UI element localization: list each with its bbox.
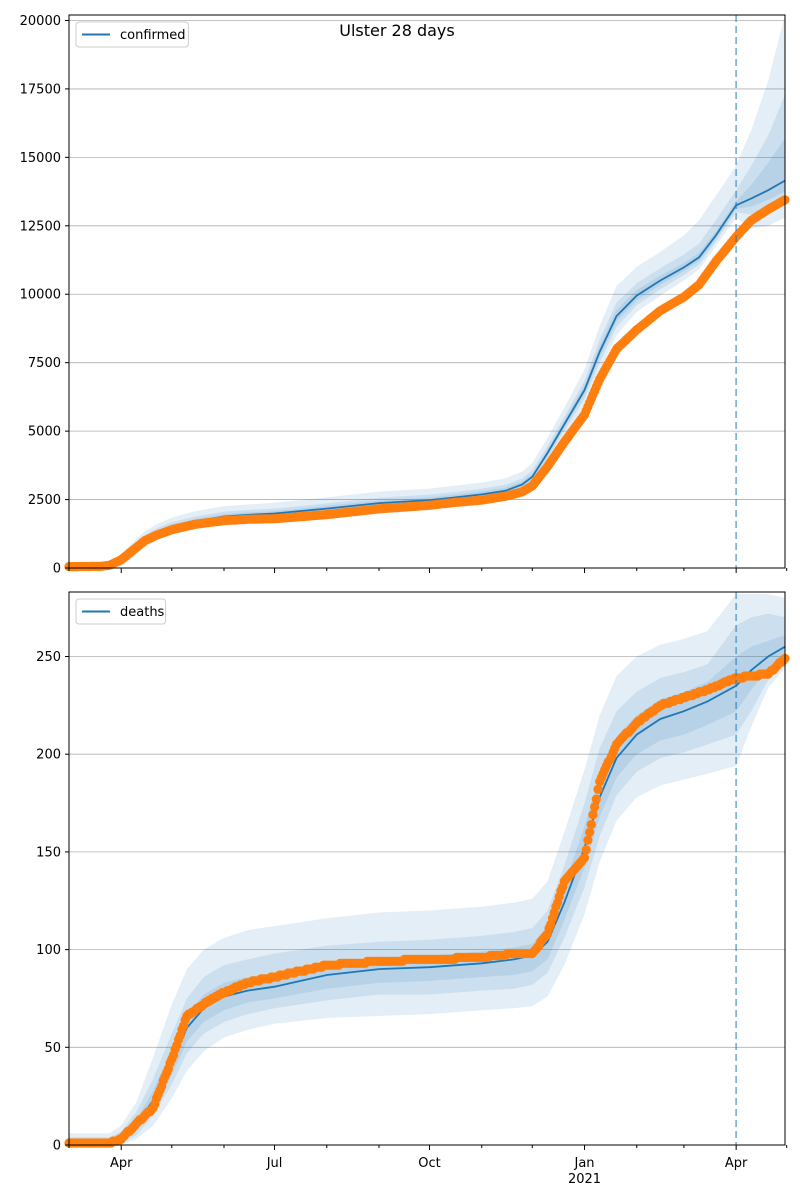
legend-label: confirmed [120, 28, 186, 43]
confirmed-x-ticks [68, 568, 788, 573]
confirmed-panel: 0 2500 5000 7500 10000 12500 15000 17500 20000 c… [20, 14, 790, 577]
deaths-axes-frame [68, 591, 786, 1146]
observed-point [586, 819, 596, 830]
observed-point [591, 794, 601, 804]
y-tick-label: 7500 [28, 356, 61, 371]
observed-point [583, 835, 593, 845]
y-tick-label: 20000 [20, 14, 61, 29]
y-tick-label: 50 [44, 1041, 61, 1056]
y-tick-label: 10000 [20, 288, 61, 303]
y-tick-label: 0 [53, 562, 61, 577]
legend-label: deaths [120, 605, 165, 620]
observed-point [588, 810, 598, 820]
confirmed-observed-points [64, 195, 790, 572]
confirmed-y-ticks: 0 2500 5000 7500 10000 12500 15000 17500 20000 [20, 14, 69, 577]
y-tick-label: 5000 [28, 425, 61, 440]
x-tick-label: Jul [266, 1156, 283, 1171]
x-tick-label: Jan [573, 1156, 594, 1171]
legend-box [75, 598, 167, 625]
uncertainty-band-middle [69, 613, 785, 1145]
deaths-legend: deaths [75, 598, 167, 625]
observed-point [579, 853, 590, 863]
deaths-observed-points [64, 653, 790, 1148]
x-tick-label: Apr [725, 1156, 748, 1171]
figure-title: Ulster 28 days [339, 21, 454, 40]
y-tick-label: 12500 [20, 219, 61, 234]
y-tick-label: 200 [36, 748, 61, 763]
confirmed-axes-frame [68, 14, 786, 569]
y-tick-label: 100 [36, 943, 61, 958]
y-tick-label: 0 [53, 1139, 61, 1154]
observed-point [585, 827, 595, 837]
y-tick-label: 2500 [28, 493, 61, 508]
x-year-label: 2021 [568, 1172, 601, 1187]
observed-point [593, 784, 603, 795]
observed-point [590, 802, 600, 812]
y-tick-label: 250 [36, 650, 61, 665]
y-tick-label: 15000 [20, 151, 61, 166]
x-tick-label: Oct [418, 1156, 440, 1171]
confirmed-legend: confirmed [75, 21, 189, 48]
legend-box [75, 21, 189, 48]
x-tick-label: Apr [110, 1156, 133, 1171]
deaths-y-ticks: 0 50 100 150 200 250 [36, 650, 69, 1154]
uncertainty-band-outer [69, 594, 785, 1145]
observed-point [581, 845, 591, 855]
y-tick-label: 150 [36, 845, 61, 860]
y-tick-label: 17500 [20, 82, 61, 97]
